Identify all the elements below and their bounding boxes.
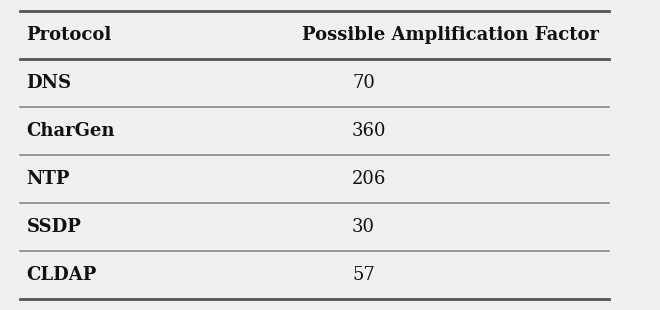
Text: 70: 70 (352, 74, 375, 92)
Text: 360: 360 (352, 122, 387, 140)
Text: CharGen: CharGen (26, 122, 115, 140)
Text: 206: 206 (352, 170, 387, 188)
Text: Possible Amplification Factor: Possible Amplification Factor (302, 26, 599, 44)
Text: 57: 57 (352, 266, 375, 284)
Text: SSDP: SSDP (26, 218, 81, 236)
Text: CLDAP: CLDAP (26, 266, 97, 284)
Text: NTP: NTP (26, 170, 70, 188)
Text: Protocol: Protocol (26, 26, 112, 44)
Text: 30: 30 (352, 218, 375, 236)
Text: DNS: DNS (26, 74, 71, 92)
